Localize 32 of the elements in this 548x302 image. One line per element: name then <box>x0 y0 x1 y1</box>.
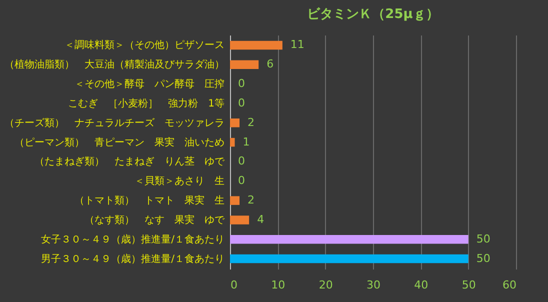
y-tick-label: （なす類） なす 果実 ゆで <box>84 214 226 226</box>
y-tick-label: （トマト類） トマト 果実 生 <box>74 194 224 207</box>
x-tick-label: 20 <box>318 278 333 292</box>
data-label: 0 <box>238 77 245 90</box>
x-tick-label: 0 <box>230 278 238 292</box>
data-label: 4 <box>257 212 264 226</box>
data-label: 50 <box>476 232 490 246</box>
data-label: 6 <box>266 58 274 71</box>
y-tick-label: こむぎ ［小麦粉］ 強力粉 1等 <box>68 97 224 110</box>
data-label: 0 <box>238 174 245 188</box>
data-label: 1 <box>242 135 250 148</box>
y-tick-label: （ピーマン類） 青ピーマン 果実 油いため <box>14 136 224 148</box>
y-tick-label: （チーズ類） ナチュラルチーズ モッツァレラ <box>4 116 224 129</box>
data-label: 2 <box>248 194 255 207</box>
y-tick-label: （植物油脂類） 大豆油（精製油及びサラダ油） <box>4 58 224 71</box>
y-tick-label: ＜貝類＞あさり 生 <box>134 175 224 188</box>
x-tick-label: 10 <box>271 278 286 292</box>
data-label: 50 <box>476 252 490 265</box>
y-tick-label: ＜その他＞酵母 パン酵母 圧搾 <box>74 78 224 90</box>
data-label: 2 <box>248 116 255 129</box>
x-tick-label: 40 <box>414 278 428 292</box>
y-tick-label: ＜調味料類＞（その他）ピザソース <box>64 39 224 52</box>
x-tick-label: 50 <box>462 278 476 292</box>
x-tick-label: 60 <box>502 278 516 292</box>
data-label: 11 <box>290 38 304 52</box>
y-tick-label: 男子３０～４９（歳）推進量/１食あたり <box>41 252 224 265</box>
y-tick-label: （たまねぎ類） たまねぎ りん茎 ゆで <box>34 156 226 168</box>
data-label: 0 <box>238 96 245 110</box>
y-tick-label: 女子３０～４９（歳）推進量/１食あたり <box>41 233 224 246</box>
x-tick-label: 30 <box>366 278 380 292</box>
data-label: 0 <box>238 154 245 168</box>
chart-title: ビタミンＫ（25μｇ） <box>307 7 439 22</box>
